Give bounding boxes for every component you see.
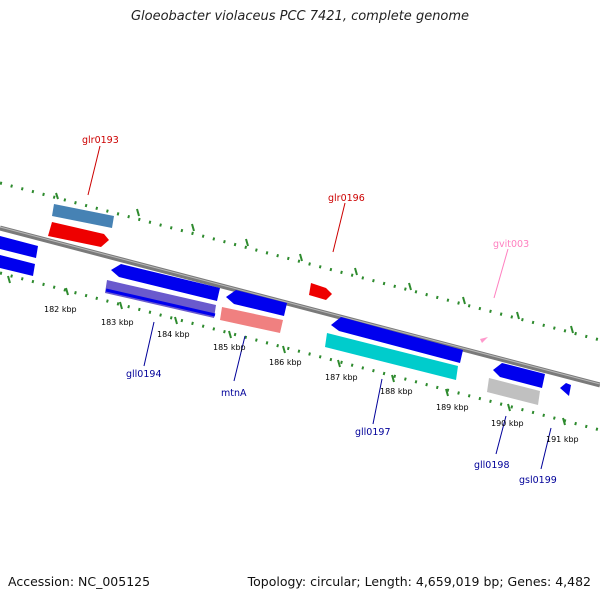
tick-label-185: 185 kbp <box>213 343 246 352</box>
gene-label-gll0194[interactable]: gll0194 <box>126 369 162 380</box>
inner-tick-track <box>0 271 600 432</box>
tick-label-190: 190 kbp <box>491 419 524 428</box>
gene-features <box>0 204 571 405</box>
gene-label-glr0196[interactable]: glr0196 <box>328 193 365 204</box>
gene-glr0196-arrow[interactable] <box>309 283 332 300</box>
gene-gll0198-arrow[interactable] <box>493 363 545 388</box>
tick-label-188: 188 kbp <box>380 387 413 396</box>
gene-label-gvit003[interactable]: gvit003 <box>493 239 529 250</box>
gene-gsl0199-arrow[interactable] <box>560 383 571 396</box>
gene-left-2[interactable] <box>0 255 35 276</box>
tick-label-189: 189 kbp <box>436 403 469 412</box>
tick-label-186: 186 kbp <box>269 358 302 367</box>
gene-label-gll0197[interactable]: gll0197 <box>355 427 391 438</box>
outer-tick-track <box>0 181 600 342</box>
genome-title: Gloeobacter violaceus PCC 7421, complete… <box>130 9 470 24</box>
gene-glr0193-arrow[interactable] <box>48 222 109 247</box>
gene-left-1[interactable] <box>0 236 38 258</box>
outer-major-ticks <box>55 192 574 334</box>
gene-mtnA-salmon[interactable] <box>220 307 283 333</box>
trna-gvit003[interactable] <box>480 337 488 343</box>
gene-label-gsl0199[interactable]: gsl0199 <box>519 475 557 486</box>
tick-label-184: 184 kbp <box>157 330 190 339</box>
gene-label-group: glr0193 glr0196 gvit003 gll0194 mtnA gll… <box>82 135 557 486</box>
tick-label-191: 191 kbp <box>546 435 579 444</box>
tick-label-group: 182 kbp 183 kbp 184 kbp 185 kbp 186 kbp … <box>44 305 579 444</box>
gene-label-gll0198[interactable]: gll0198 <box>474 460 510 471</box>
gene-gll0194-arrow[interactable] <box>111 264 220 301</box>
gene-gll0198-gray[interactable] <box>487 378 540 405</box>
tick-label-183: 183 kbp <box>101 318 134 327</box>
label-connectors <box>87 145 552 470</box>
gene-gll0197-cyan[interactable] <box>325 333 458 380</box>
gene-gll0194-blue-edge <box>105 288 216 317</box>
sequence-backbone-highlight <box>0 226 600 385</box>
accession-text: Accession: NC_005125 <box>8 574 151 589</box>
gene-mtnA-arrow[interactable] <box>226 290 287 316</box>
tick-label-182: 182 kbp <box>44 305 77 314</box>
gene-glr0193-steel[interactable] <box>52 204 114 228</box>
gene-label-mtnA[interactable]: mtnA <box>221 388 247 399</box>
sequence-backbone <box>0 225 600 388</box>
genome-summary-text: Topology: circular; Length: 4,659,019 bp… <box>247 574 591 589</box>
tick-label-187: 187 kbp <box>325 373 358 382</box>
gene-label-glr0193[interactable]: glr0193 <box>82 135 119 146</box>
gene-gll0197-arrow[interactable] <box>331 317 463 363</box>
inner-major-ticks <box>7 275 566 426</box>
